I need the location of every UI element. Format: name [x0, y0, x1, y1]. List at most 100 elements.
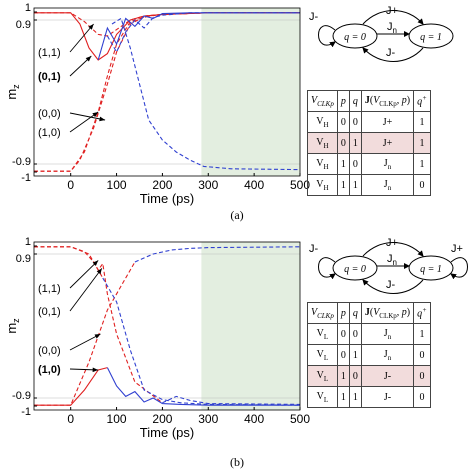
table-cell: J+ [360, 111, 415, 133]
arc-mid-label: Jn [387, 21, 397, 35]
arc-top-label: J+ [386, 5, 398, 17]
annotation-arrow [69, 112, 106, 121]
truth-table-b: VCLKp p q J(VCLKp, p) q+ VL 0 0 Jn 1 VL 0 1 Jn 0 V… [307, 302, 431, 408]
table-cell: 1 [348, 132, 362, 154]
annotation-arrowhead [92, 367, 99, 373]
table-cell: 0 [348, 323, 362, 345]
state-q1-label-b: q = 1 [420, 264, 442, 275]
col-qplus-b: q+ [413, 302, 431, 324]
x-tick-label: 400 [244, 412, 264, 426]
table-row: VH 0 1 J+ 1 [307, 132, 431, 154]
col-p-b: p [336, 302, 350, 324]
col-vclk: VCLKp [307, 90, 338, 112]
series-line [106, 12, 300, 54]
state-q0-label-b: q = 0 [344, 264, 366, 275]
x-tick-label: 300 [198, 412, 218, 426]
table-cell: 0 [413, 344, 431, 366]
table-cell: 1 [348, 174, 362, 196]
truth-table-a: VCLKp p q J(VCLKp, p) q+ VH 0 0 J+ 1 VH 0 1 J+ 1 V… [307, 90, 431, 196]
annotation-arrowhead [92, 112, 99, 118]
col-q: q [348, 90, 362, 112]
plot-frame [33, 7, 301, 177]
x-axis-label: Time (ps) [140, 425, 194, 440]
x-tick-label: 0 [67, 178, 74, 192]
table-row: VL 1 1 J- 0 [307, 386, 431, 408]
col-j: J(VCLKp, p) [360, 90, 415, 112]
annotation-arrowhead [94, 334, 101, 339]
annotation-label: (0,1) [38, 306, 61, 318]
table-cell: 0 [348, 365, 362, 387]
annotation-arrow [69, 260, 99, 289]
annotation-arrow [69, 55, 92, 77]
table-row: VL 0 1 Jn 0 [307, 344, 431, 366]
x-tick-label: 0 [67, 412, 74, 426]
arc-bottom-b [362, 279, 424, 294]
state-diagram-a: q = 0 q = 1 J- J+ Jn J- [309, 5, 454, 62]
y-tick-label: -1 [21, 406, 31, 418]
self-loop-right-label-b: J+ [451, 243, 463, 255]
table-cell: J+ [360, 132, 415, 154]
x-tick-label: 500 [290, 412, 310, 426]
self-loop-left-b [318, 257, 336, 280]
annotation-label: (0,0) [38, 108, 61, 120]
table-cell: 1 [348, 386, 362, 408]
state-q0-label: q = 0 [344, 32, 366, 43]
arc-top [362, 10, 424, 25]
series-line [111, 17, 301, 171]
table-cell: 0 [413, 365, 431, 387]
annotation-label: (1,1) [38, 283, 61, 295]
table-cell: J- [360, 365, 415, 387]
series-line [34, 12, 300, 37]
y-axis-label: mz [4, 318, 21, 334]
table-cell: Jn [360, 344, 415, 366]
state-diagram-b: q = 0 q = 1 J- J+ J+ Jn J- [309, 237, 468, 294]
arc-bottom-label-b: J- [386, 279, 396, 291]
col-p: p [336, 90, 350, 112]
table-cell: VH [307, 132, 338, 154]
series-line [106, 367, 300, 406]
y-tick-label: 1 [25, 236, 31, 248]
table-cell: 1 [413, 153, 431, 175]
series-line [134, 246, 301, 263]
series-line [34, 12, 300, 172]
table-row: VH 1 0 Jn 1 [307, 153, 431, 175]
series-line [34, 12, 300, 172]
table-cell: 1 [413, 111, 431, 133]
col-qplus: q+ [413, 90, 431, 112]
annotation-arrowhead [88, 24, 94, 30]
table-cell: 0 [348, 153, 362, 175]
series-line [34, 246, 163, 404]
series-line [97, 12, 300, 61]
x-tick-label: 100 [107, 412, 127, 426]
arc-bottom-label: J- [386, 47, 396, 59]
table-cell: VL [307, 365, 338, 387]
col-vclk-b: VCLKp [307, 302, 338, 324]
table-cell: 1 [336, 386, 350, 408]
series-line [102, 277, 301, 406]
table-cell: 0 [336, 132, 350, 154]
shaded-region [201, 242, 300, 410]
y-tick-label: -1 [21, 172, 31, 184]
annotation-label: (1,0) [38, 364, 61, 376]
state-q0-node-b [332, 255, 378, 281]
series-line [34, 261, 136, 406]
annotation-arrow [69, 333, 101, 351]
y-tick-label: -0.9 [12, 156, 31, 168]
table-cell: 0 [413, 386, 431, 408]
self-loop-right-b [450, 257, 468, 280]
annotation-arrow [69, 268, 103, 312]
annotation-arrowhead [92, 260, 99, 266]
annotation-arrow [69, 368, 99, 371]
table-row: VH 1 1 Jn 0 [307, 174, 431, 196]
table-cell: 1 [413, 323, 431, 345]
table-cell: 0 [336, 323, 350, 345]
table-cell: Jn [360, 323, 415, 345]
annotation-label: (1,1) [38, 47, 61, 59]
x-tick-label: 100 [107, 178, 127, 192]
arc-mid-label-b: Jn [387, 253, 397, 267]
col-j-b: J(VCLKp, p) [360, 302, 415, 324]
table-cell: 1 [336, 174, 350, 196]
plot-panel-b: 0 100 200 300 400 500 1 0.9 -0.9 -1 Time (ps) mz (1,… [4, 236, 310, 440]
arc-top-b [362, 242, 424, 257]
